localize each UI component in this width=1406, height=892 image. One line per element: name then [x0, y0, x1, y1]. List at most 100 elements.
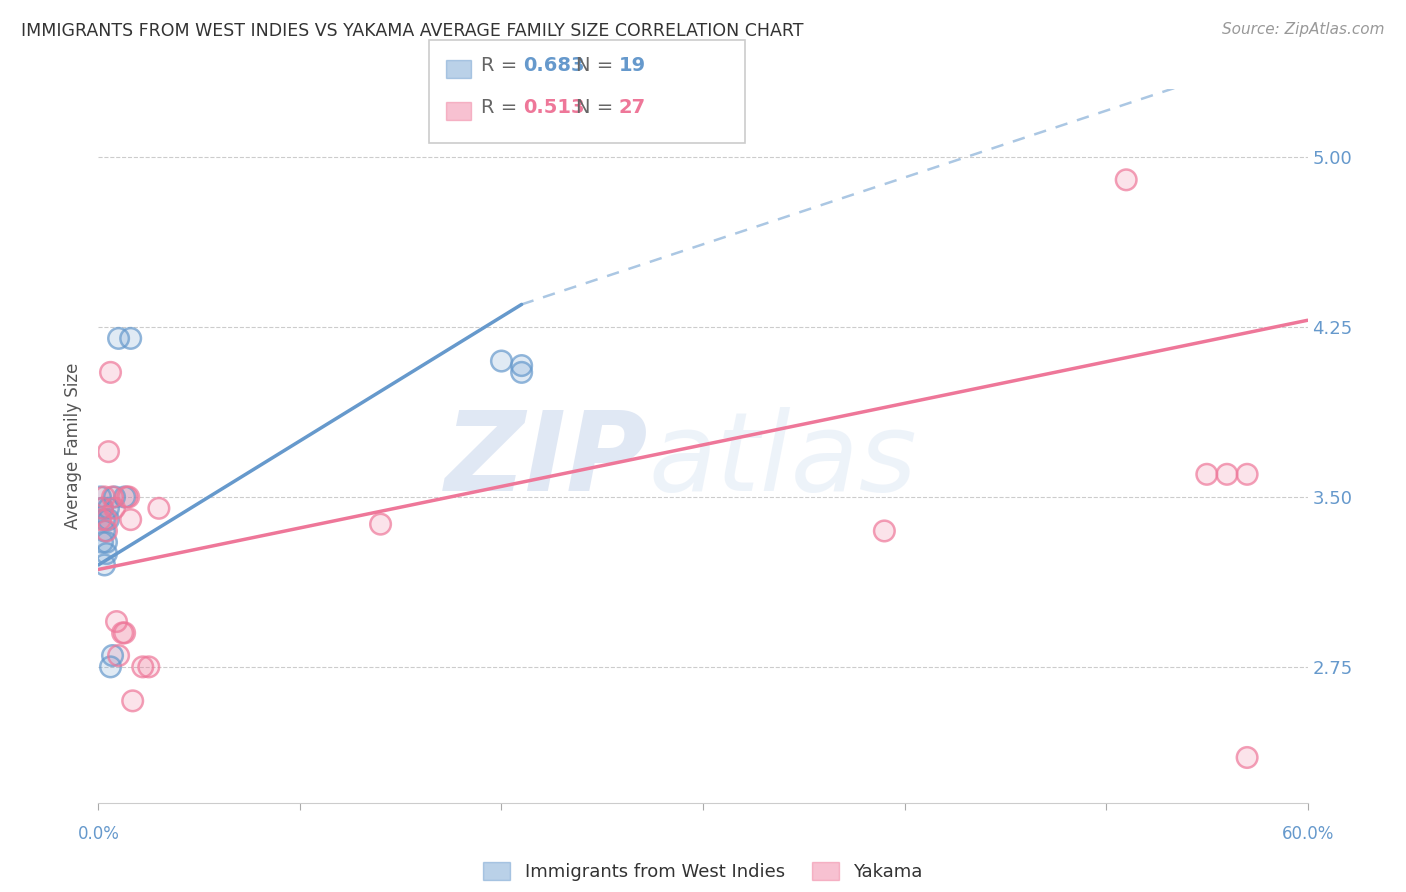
Point — [91, 501, 114, 516]
Text: R =: R = — [481, 97, 523, 117]
Point — [105, 615, 128, 629]
Point — [97, 513, 120, 527]
Point — [93, 513, 115, 527]
Point — [97, 501, 120, 516]
Point — [93, 490, 115, 504]
Point — [120, 331, 142, 345]
Point — [1236, 467, 1258, 482]
Point — [121, 694, 143, 708]
Text: IMMIGRANTS FROM WEST INDIES VS YAKAMA AVERAGE FAMILY SIZE CORRELATION CHART: IMMIGRANTS FROM WEST INDIES VS YAKAMA AV… — [21, 22, 804, 40]
Point — [370, 517, 392, 532]
Point — [93, 558, 115, 572]
Point — [97, 513, 120, 527]
Y-axis label: Average Family Size: Average Family Size — [65, 363, 83, 529]
Point — [114, 490, 136, 504]
Point — [97, 444, 120, 458]
Point — [96, 547, 118, 561]
Point — [510, 359, 533, 373]
Point — [100, 365, 122, 379]
Point — [96, 524, 118, 538]
Point — [97, 444, 120, 458]
Point — [148, 501, 170, 516]
Point — [138, 660, 160, 674]
Point — [91, 535, 114, 549]
Text: N =: N = — [576, 97, 620, 117]
Point — [91, 501, 114, 516]
Text: 0.0%: 0.0% — [77, 825, 120, 844]
Text: 27: 27 — [619, 97, 645, 117]
Point — [1115, 173, 1137, 187]
Point — [132, 660, 155, 674]
Point — [1236, 750, 1258, 764]
Point — [1195, 467, 1218, 482]
Point — [120, 331, 142, 345]
Point — [100, 660, 122, 674]
Point — [101, 648, 124, 663]
Point — [100, 660, 122, 674]
Point — [96, 547, 118, 561]
Point — [120, 513, 142, 527]
Point — [97, 501, 120, 516]
Point — [91, 535, 114, 549]
Point — [91, 501, 114, 516]
Point — [89, 513, 111, 527]
Point — [510, 365, 533, 379]
Point — [96, 524, 118, 538]
Point — [103, 490, 125, 504]
Point — [93, 524, 115, 538]
Point — [118, 490, 141, 504]
Point — [96, 535, 118, 549]
Point — [114, 626, 136, 640]
Point — [111, 626, 134, 640]
Point — [120, 513, 142, 527]
Text: Source: ZipAtlas.com: Source: ZipAtlas.com — [1222, 22, 1385, 37]
Point — [132, 660, 155, 674]
Point — [107, 648, 129, 663]
Point — [111, 626, 134, 640]
Point — [89, 490, 111, 504]
Point — [873, 524, 896, 538]
Point — [114, 626, 136, 640]
Point — [101, 490, 124, 504]
Point — [91, 501, 114, 516]
Point — [105, 615, 128, 629]
Point — [93, 490, 115, 504]
Text: N =: N = — [576, 55, 620, 75]
Point — [1236, 750, 1258, 764]
Point — [118, 490, 141, 504]
Legend: Immigrants from West Indies, Yakama: Immigrants from West Indies, Yakama — [477, 855, 929, 888]
Point — [103, 501, 125, 516]
Point — [148, 501, 170, 516]
Point — [1236, 467, 1258, 482]
Point — [873, 524, 896, 538]
Text: 19: 19 — [619, 55, 645, 75]
Point — [1195, 467, 1218, 482]
Point — [107, 648, 129, 663]
Point — [1216, 467, 1239, 482]
Point — [100, 365, 122, 379]
Point — [107, 331, 129, 345]
Text: 0.513: 0.513 — [523, 97, 585, 117]
Point — [1216, 467, 1239, 482]
Point — [115, 490, 138, 504]
Text: R =: R = — [481, 55, 523, 75]
Text: 0.683: 0.683 — [523, 55, 585, 75]
Point — [103, 490, 125, 504]
Point — [101, 648, 124, 663]
Point — [121, 694, 143, 708]
Point — [103, 501, 125, 516]
Point — [114, 490, 136, 504]
Text: 60.0%: 60.0% — [1281, 825, 1334, 844]
Point — [96, 513, 118, 527]
Point — [115, 490, 138, 504]
Point — [89, 490, 111, 504]
Point — [510, 365, 533, 379]
Point — [491, 354, 513, 368]
Point — [138, 660, 160, 674]
Point — [93, 558, 115, 572]
Point — [89, 513, 111, 527]
Point — [96, 513, 118, 527]
Point — [101, 490, 124, 504]
Point — [370, 517, 392, 532]
Point — [107, 331, 129, 345]
